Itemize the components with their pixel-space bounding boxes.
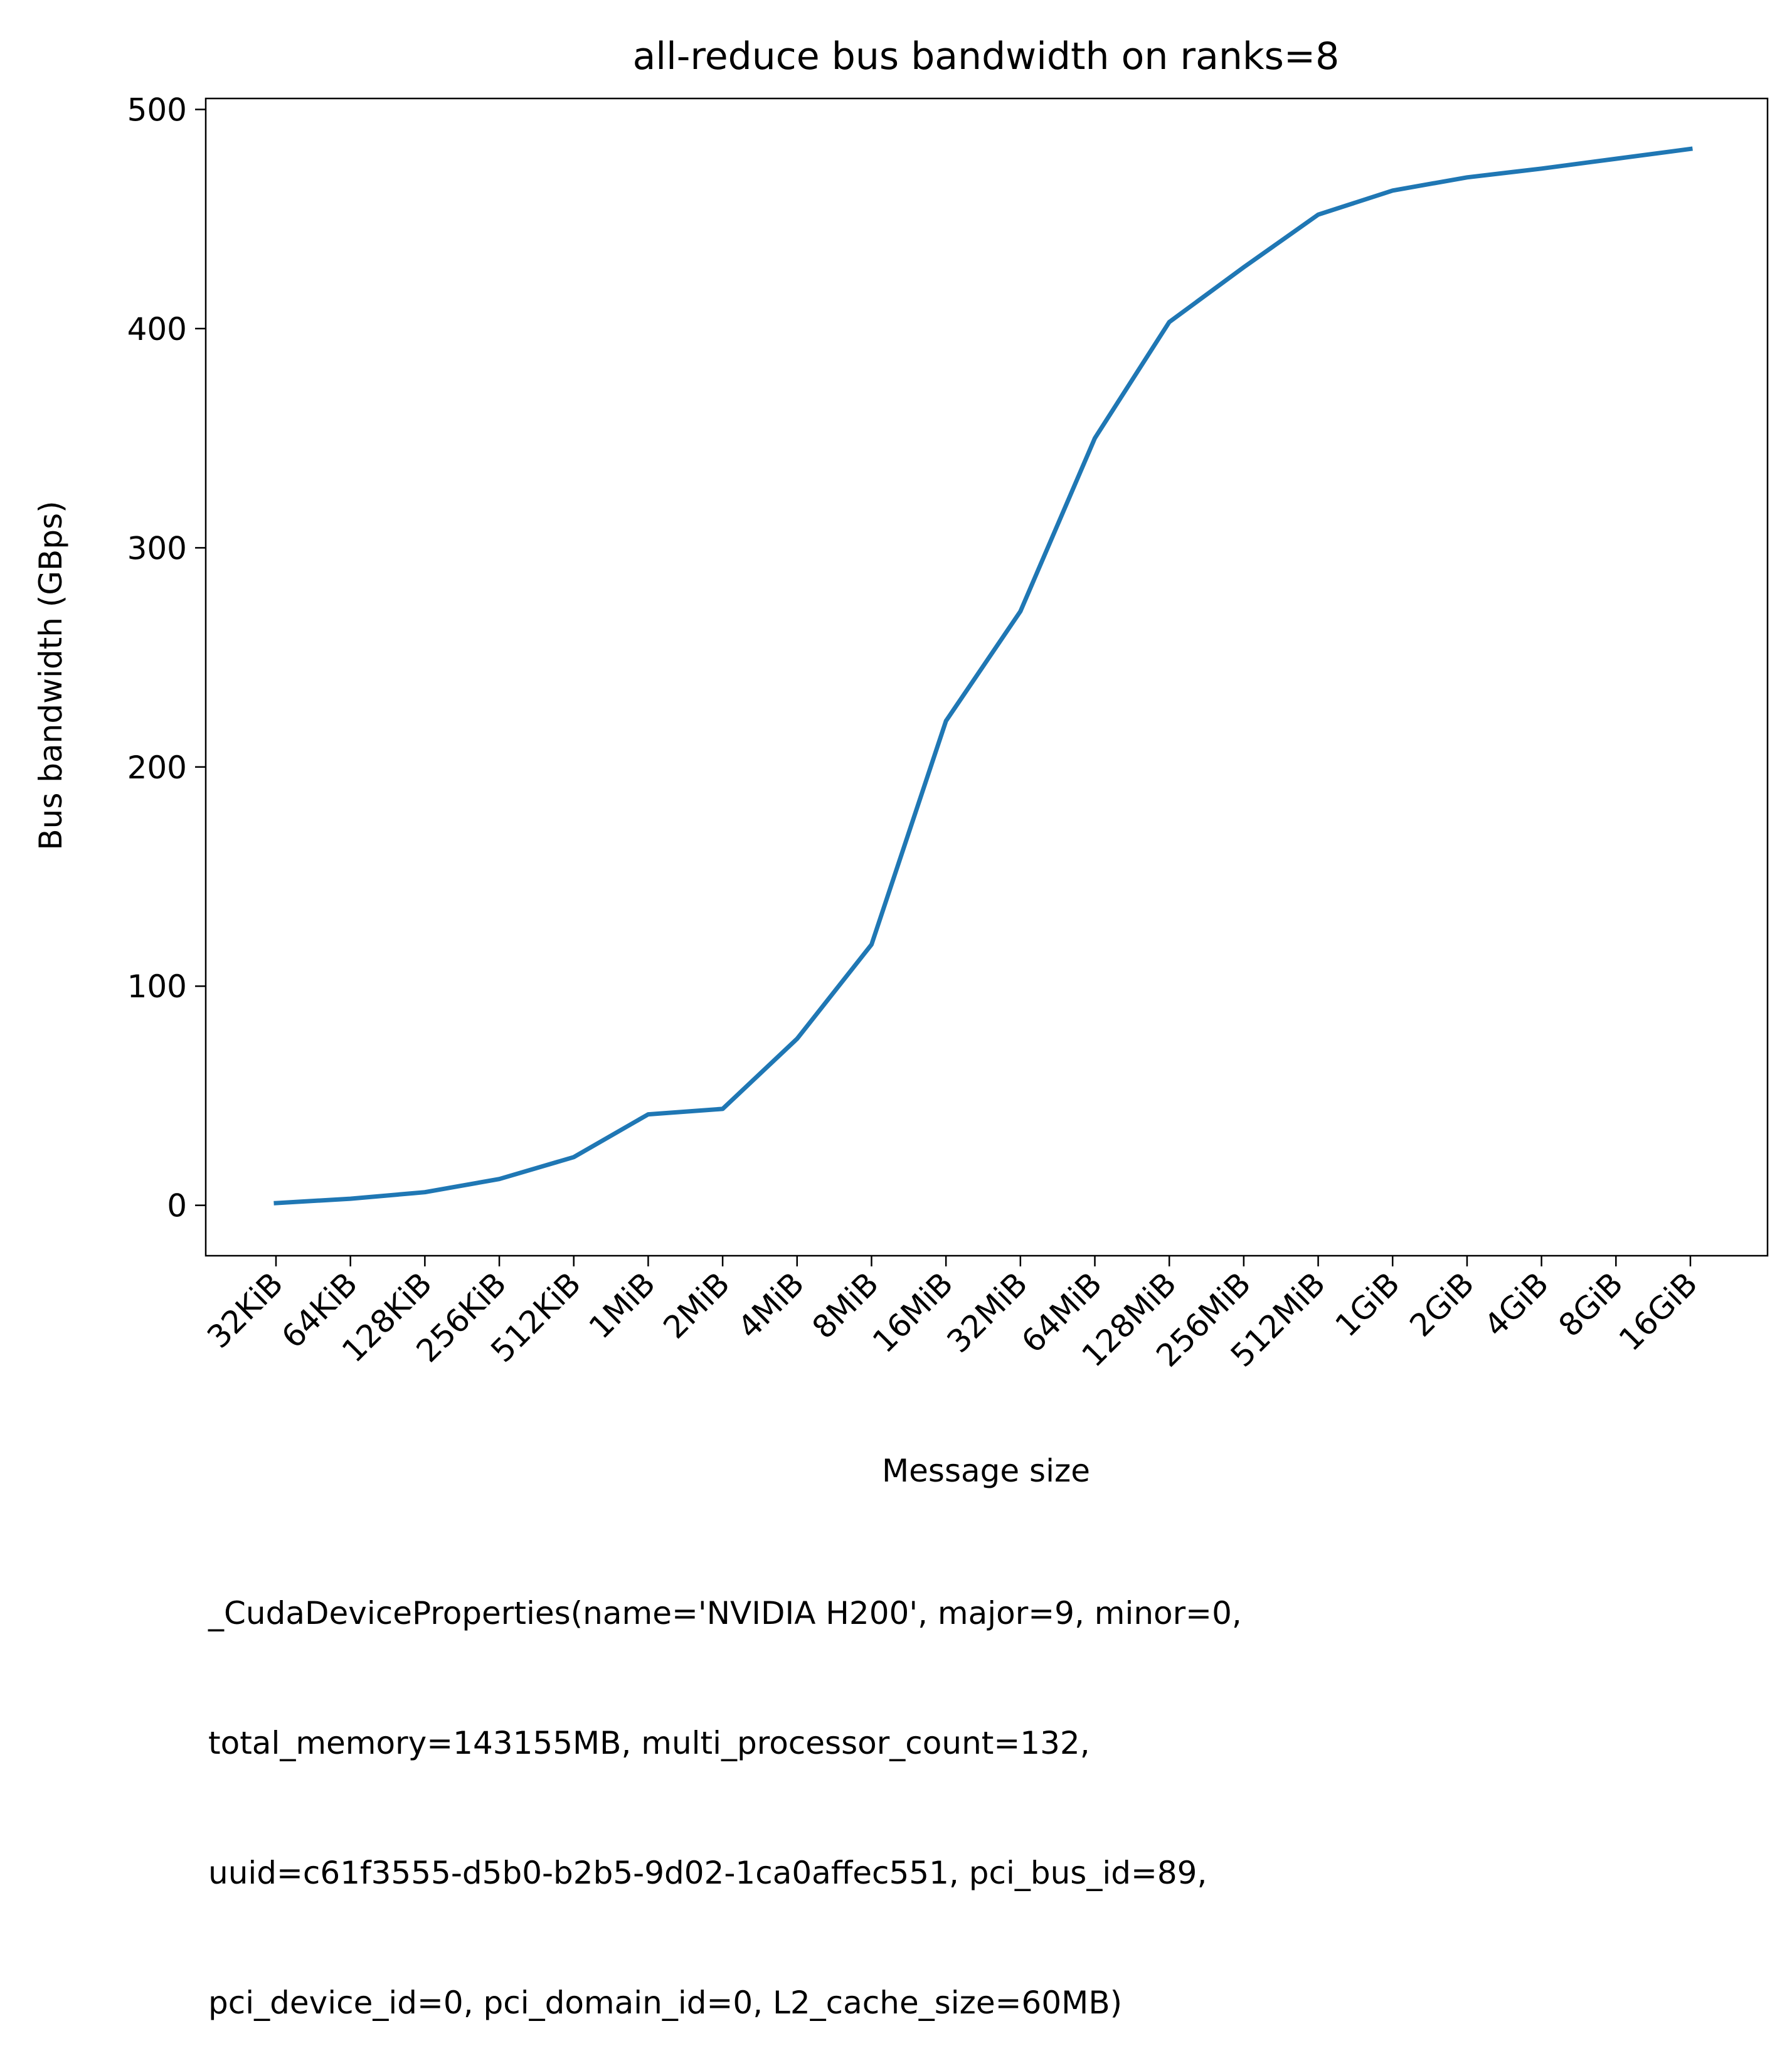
- x-tick-label: 32MiB: [940, 1265, 1035, 1360]
- x-tick-label: 2GiB: [1402, 1265, 1481, 1344]
- device-properties-caption: _CudaDeviceProperties(name='NVIDIA H200'…: [208, 1505, 1242, 2068]
- y-tick-label: 0: [167, 1188, 187, 1224]
- plot-frame: [206, 98, 1768, 1256]
- x-tick-label: 16GiB: [1612, 1265, 1704, 1357]
- x-tick-label: 4GiB: [1477, 1265, 1556, 1344]
- bandwidth-line-chart: 32KiB64KiB128KiB256KiB512KiB1MiB2MiB4MiB…: [0, 0, 1792, 1740]
- caption-line: _CudaDeviceProperties(name='NVIDIA H200'…: [208, 1592, 1242, 1635]
- y-tick-label: 400: [127, 311, 187, 347]
- x-tick-label: 1GiB: [1328, 1265, 1407, 1344]
- x-tick-label: 16MiB: [866, 1265, 960, 1360]
- x-tick-label: 2MiB: [656, 1265, 736, 1345]
- y-tick-label: 300: [127, 530, 187, 566]
- y-tick-label: 500: [127, 92, 187, 128]
- x-tick-label: 4MiB: [731, 1265, 811, 1345]
- x-axis-label: Message size: [882, 1453, 1090, 1489]
- y-axis-label: Bus bandwidth (GBps): [33, 501, 69, 850]
- caption-line: pci_device_id=0, pci_domain_id=0, L2_cac…: [208, 1981, 1242, 2025]
- series-line: [276, 149, 1690, 1203]
- caption-line: total_memory=143155MB, multi_processor_c…: [208, 1722, 1242, 1765]
- chart-title: all-reduce bus bandwidth on ranks=8: [633, 34, 1340, 78]
- y-tick-label: 200: [127, 750, 187, 786]
- y-tick-label: 100: [127, 968, 187, 1005]
- x-tick-label: 32KiB: [200, 1265, 290, 1355]
- x-tick-label: 1MiB: [582, 1265, 662, 1345]
- caption-line: uuid=c61f3555-d5b0-b2b5-9d02-1ca0affec55…: [208, 1852, 1242, 1895]
